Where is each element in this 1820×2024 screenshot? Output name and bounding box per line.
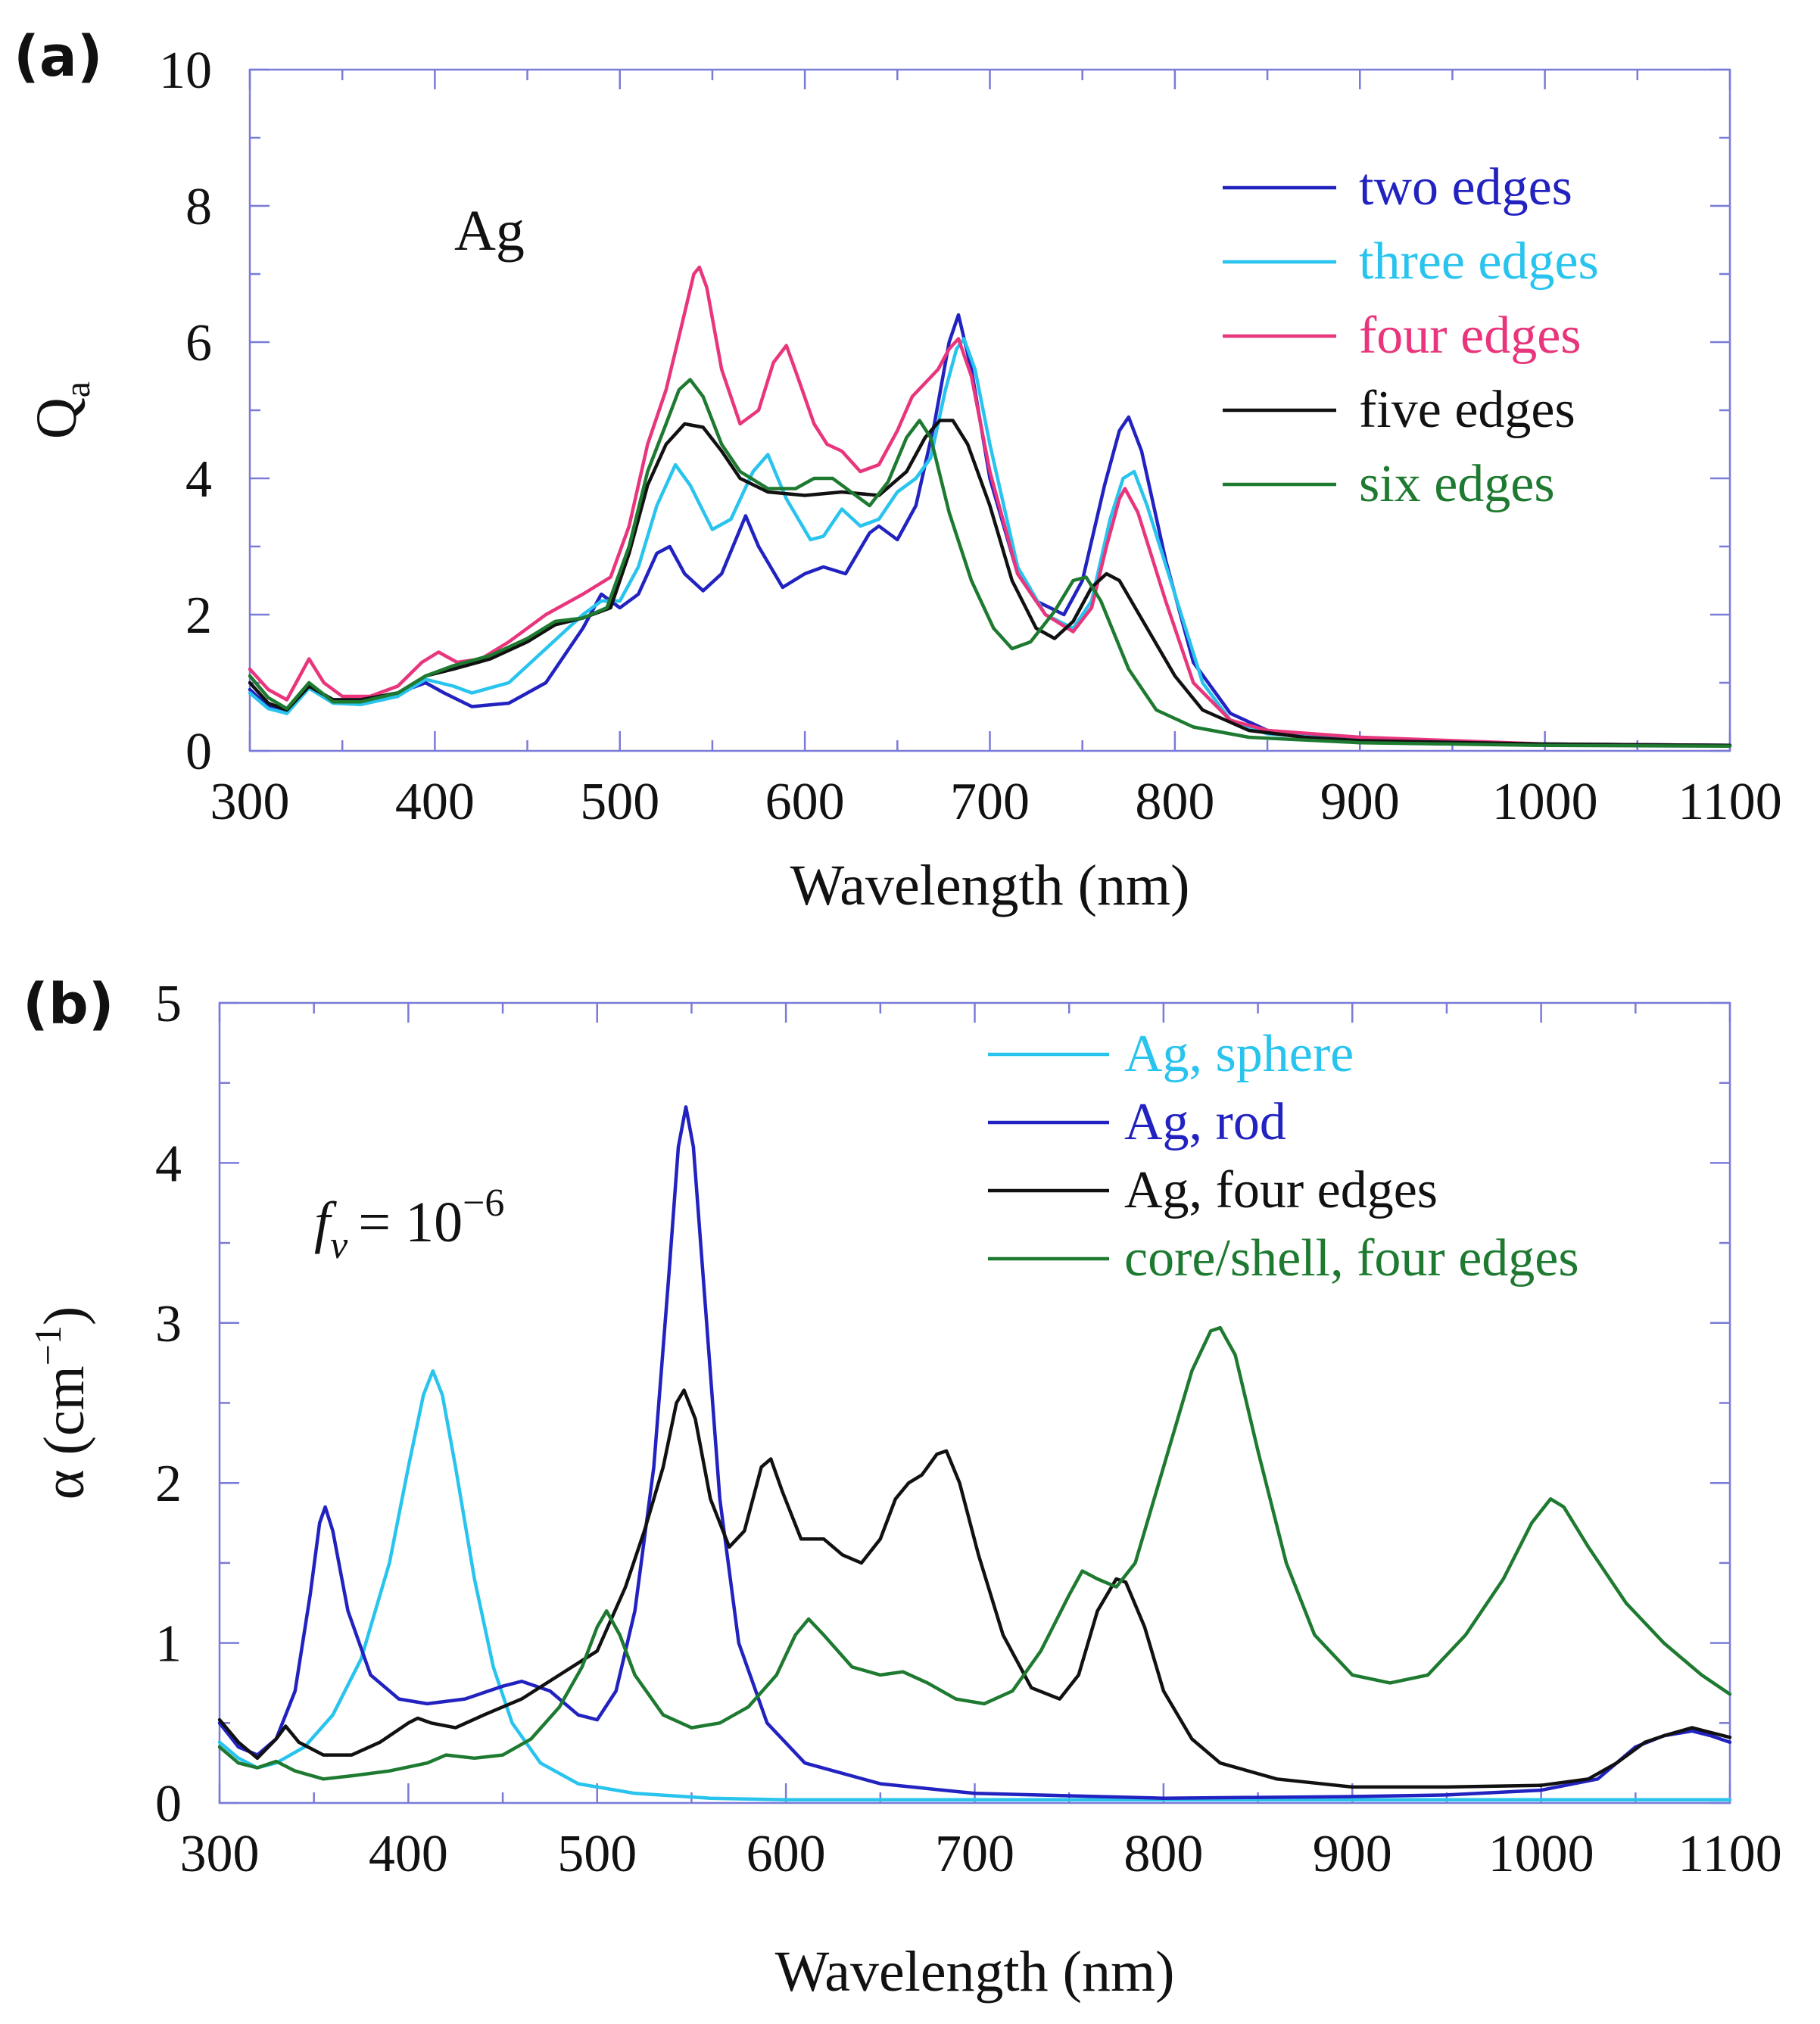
- y-axis-title-close: ): [33, 1306, 96, 1325]
- y-axis-title-exp: −1: [26, 1325, 69, 1365]
- y-tick-label: 1: [155, 1615, 182, 1674]
- x-tick-label: 500: [580, 773, 659, 831]
- annotation-eq: = 10: [358, 1191, 463, 1254]
- series-line-ag-sphere: [217, 1369, 1732, 1802]
- series-line-four-edges: [248, 265, 1732, 748]
- y-axis-title: α (cm−1): [26, 1306, 96, 1500]
- legend-label-core-shell-four-edges: core/shell, four edges: [1124, 1229, 1579, 1288]
- y-tick-label: 0: [155, 1775, 182, 1833]
- x-tick-label: 600: [746, 1825, 826, 1883]
- legend-label-ag-four-edges: Ag, four edges: [1124, 1161, 1438, 1219]
- x-tick-label: 700: [950, 773, 1030, 831]
- series-line-three-edges: [248, 337, 1732, 748]
- panel-a: 300 400 500 600 700 800 900 1000 1100 0 2 4 6 8 10 two …: [14, 24, 1782, 917]
- legend-label-four-edges: four edges: [1359, 307, 1582, 365]
- y-tick-label: 8: [185, 178, 212, 236]
- x-tick-label: 400: [369, 1825, 448, 1883]
- x-tick-label: 900: [1320, 773, 1400, 831]
- x-tick-label: 600: [765, 773, 845, 831]
- annotation-v: v: [330, 1224, 348, 1267]
- x-tick-label: 1100: [1678, 773, 1781, 831]
- legend-label-three-edges: three edges: [1359, 232, 1599, 291]
- x-axis-title: Wavelength (nm): [790, 854, 1190, 917]
- series-line-six-edges: [248, 378, 1732, 748]
- x-tick-label: 300: [210, 773, 290, 831]
- series-line-two-edges: [248, 313, 1732, 748]
- legend-label-ag-sphere: Ag, sphere: [1124, 1025, 1354, 1083]
- series-line-ag-four-edges: [217, 1388, 1732, 1789]
- y-tick-label: 2: [185, 587, 212, 645]
- y-axis-title-main: Q: [25, 397, 89, 439]
- x-axis-title: Wavelength (nm): [775, 1940, 1175, 2004]
- y-axis-title-main: α (cm: [33, 1365, 96, 1499]
- series-line-ag-rod: [217, 1105, 1732, 1800]
- y-axis-title-sub: a: [58, 381, 98, 397]
- y-tick-label: 4: [155, 1135, 182, 1193]
- panel-label: (b): [23, 972, 114, 1037]
- series-line-core-shell-four-edges: [217, 1325, 1732, 1781]
- y-tick-label: 5: [155, 975, 182, 1033]
- x-tick-label: 900: [1313, 1825, 1392, 1883]
- x-tick-label: 800: [1123, 1825, 1203, 1883]
- legend-label-five-edges: five edges: [1359, 381, 1575, 439]
- x-tick-label: 500: [557, 1825, 637, 1883]
- legend-label-ag-rod: Ag, rod: [1124, 1093, 1286, 1151]
- volume-fraction-annotation: fv = 10−6: [314, 1182, 504, 1267]
- x-tick-label: 1100: [1678, 1825, 1781, 1883]
- x-tick-label: 1000: [1492, 773, 1598, 831]
- panel-b: 300 400 500 600 700 800 900 1000 1100 0 1 2 3 4 5 Ag, s…: [23, 972, 1782, 2004]
- legend-label-two-edges: two edges: [1359, 158, 1572, 216]
- y-tick-label: 0: [185, 723, 212, 781]
- y-tick-label: 10: [159, 42, 212, 100]
- y-tick-label: 4: [185, 450, 212, 509]
- legend-label-six-edges: six edges: [1359, 455, 1555, 513]
- annotation-exp: −6: [463, 1182, 504, 1225]
- material-annotation: Ag: [454, 199, 525, 263]
- x-tick-label: 400: [395, 773, 475, 831]
- y-tick-label: 6: [185, 314, 212, 372]
- x-tick-label: 1000: [1488, 1825, 1594, 1883]
- panel-label: (a): [14, 24, 103, 89]
- plot-frame: [218, 1001, 1731, 1804]
- x-tick-label: 700: [935, 1825, 1014, 1883]
- y-tick-label: 3: [155, 1295, 182, 1353]
- y-tick-label: 2: [155, 1455, 182, 1513]
- y-axis-title: Qa: [25, 381, 98, 439]
- x-tick-label: 300: [180, 1825, 260, 1883]
- x-tick-label: 800: [1135, 773, 1214, 831]
